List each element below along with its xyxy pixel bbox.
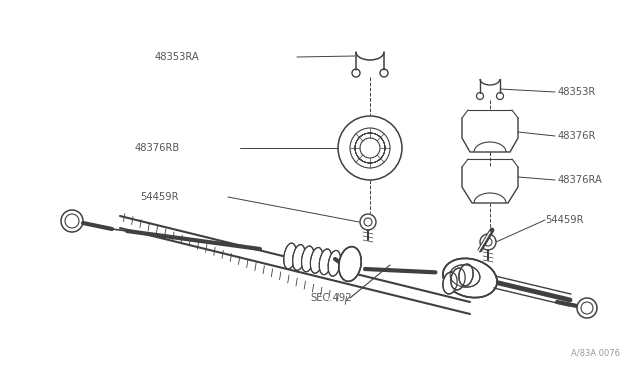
Circle shape [577, 298, 597, 318]
Ellipse shape [443, 259, 497, 298]
Ellipse shape [459, 264, 473, 286]
Text: 48353R: 48353R [558, 87, 596, 97]
Circle shape [61, 210, 83, 232]
Text: A/83A 0076: A/83A 0076 [571, 349, 620, 358]
Ellipse shape [328, 250, 340, 276]
Text: 54459R: 54459R [140, 192, 179, 202]
Ellipse shape [310, 247, 323, 273]
Text: 48376RA: 48376RA [558, 175, 603, 185]
Ellipse shape [339, 247, 361, 281]
Text: 54459R: 54459R [545, 215, 584, 225]
Text: 48376RB: 48376RB [135, 143, 180, 153]
Text: 48353RA: 48353RA [155, 52, 200, 62]
Ellipse shape [450, 265, 480, 287]
Ellipse shape [301, 246, 314, 272]
Ellipse shape [451, 268, 465, 290]
Text: SEC.492: SEC.492 [310, 293, 351, 303]
Text: 48376R: 48376R [558, 131, 596, 141]
Ellipse shape [443, 272, 457, 294]
Ellipse shape [292, 244, 305, 270]
Ellipse shape [319, 249, 332, 275]
Ellipse shape [284, 243, 296, 269]
